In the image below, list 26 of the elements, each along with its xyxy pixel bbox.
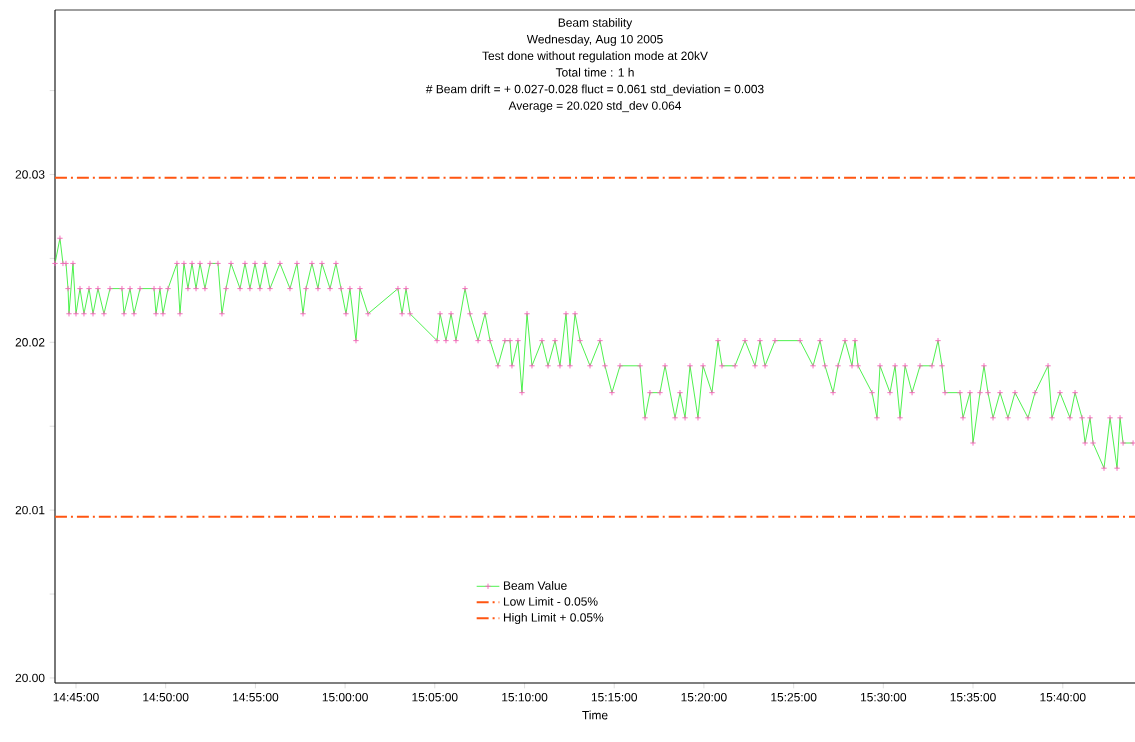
x-tick-label: 15:10:00 [502,692,548,702]
annotation: Average = 20.020 std_dev 0.064 [508,101,682,113]
x-tick-label: 15:40:00 [1040,692,1086,702]
x-tick-label: 14:55:00 [233,692,279,702]
x-tick-label: 15:25:00 [771,692,817,702]
x-tick-label: 15:00:00 [322,692,368,702]
y-tick-label: 20.03 [15,170,45,179]
x-tick-label: 14:45:00 [53,692,99,702]
x-tick-label: 15:30:00 [860,692,907,702]
x-tick-label: 15:35:00 [950,692,996,702]
x-axis-title: Time [582,710,608,720]
x-tick-label: 15:20:00 [681,692,727,702]
legend-label: Beam Value [503,580,567,590]
x-tick-label: 14:50:00 [143,692,189,702]
x-tick-label: 15:15:00 [591,692,638,702]
y-tick-label: 20.00 [15,673,45,683]
text: Wednesday, Aug 10 2005 [526,34,663,46]
y-tick-label: 20.01 [15,505,45,515]
annotation: Test done without regulation mode at 20kV [482,51,708,63]
y-tick-label: 20.02 [15,338,45,347]
annotation: Total time : 1 h [555,67,634,77]
legend-label: High Limit + 0.05% [503,612,604,625]
text: Beam stability [558,18,633,30]
legend-label: Low Limit - 0.05% [503,596,598,606]
annotation: # Beam drift = + 0.027-0.028 fluct = 0.061 std_deviation = 0.003 [425,84,764,96]
x-tick-label: 15:05:00 [412,692,458,702]
